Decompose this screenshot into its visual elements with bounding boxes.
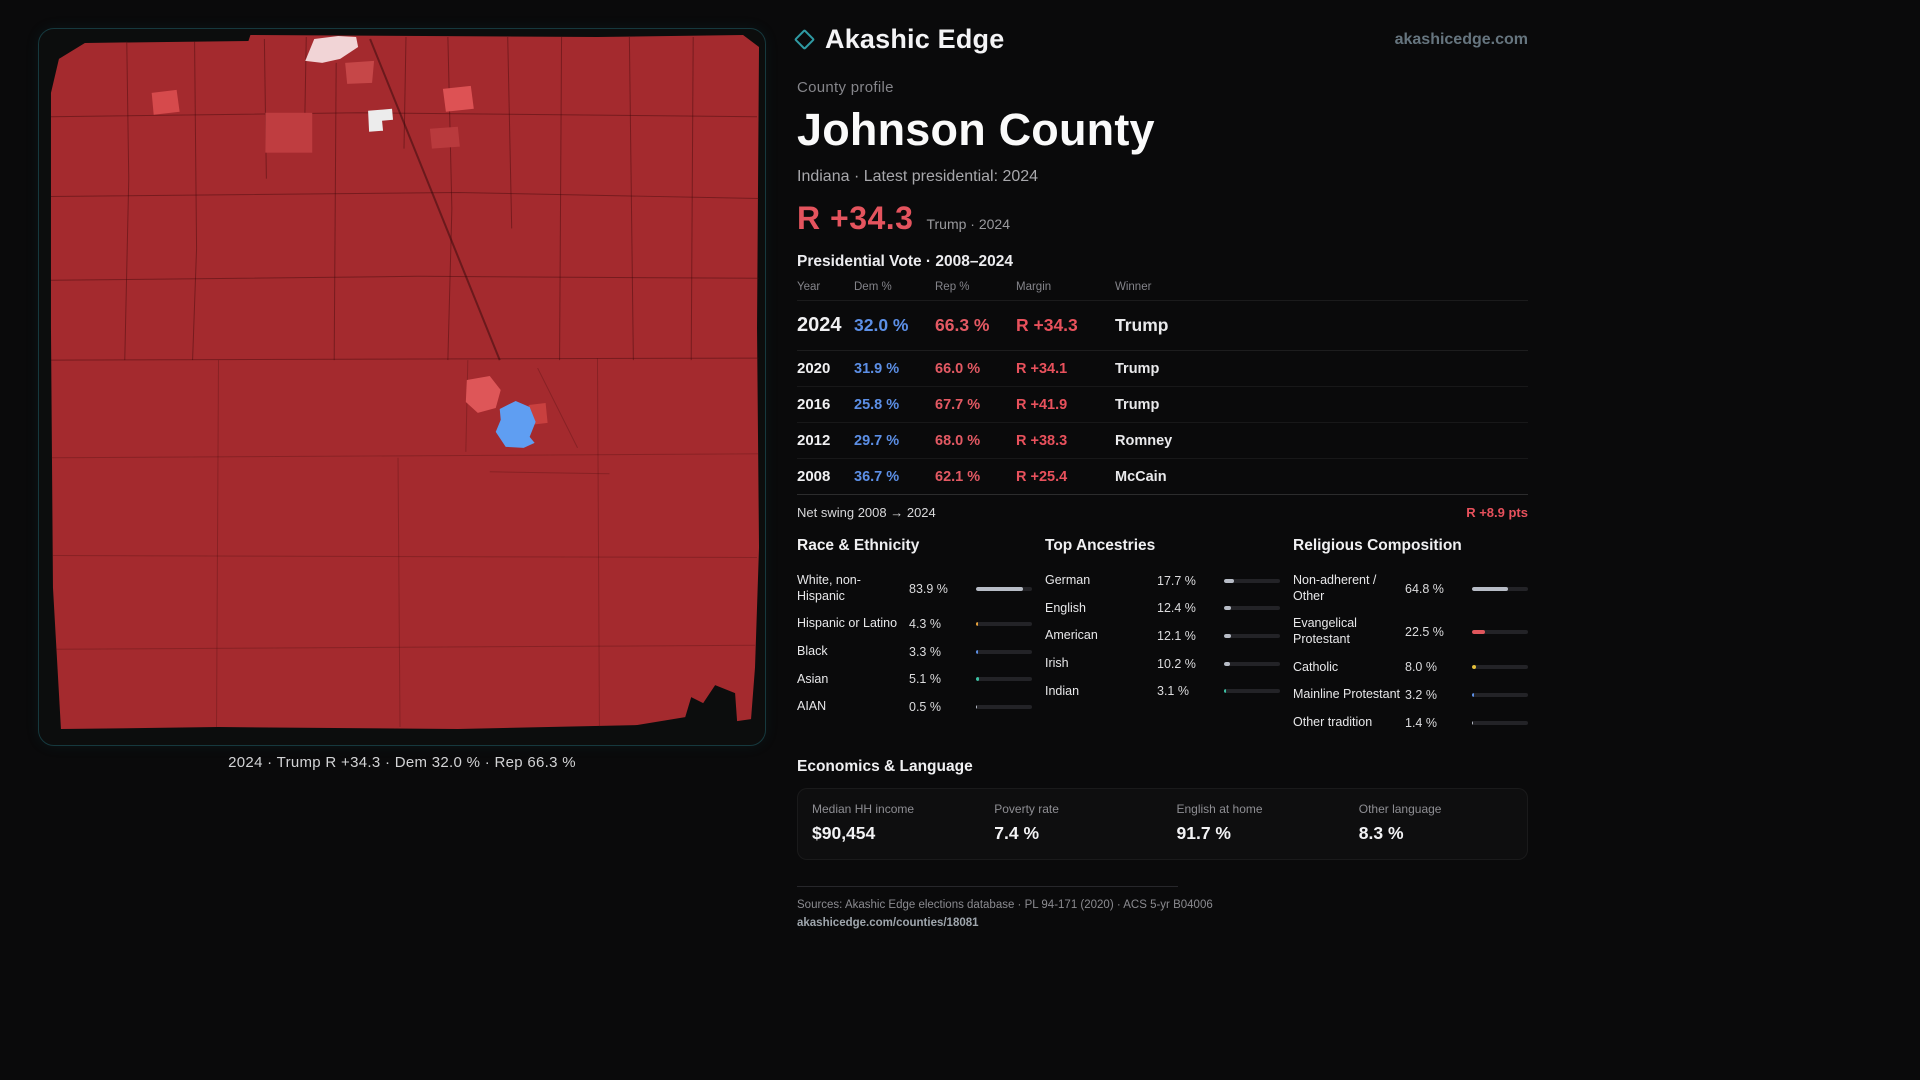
net-swing-value: R +8.9 pts [1466,505,1528,520]
demo-bar [976,704,1032,709]
county-profile-kicker: County profile [797,79,894,96]
col-dem: Dem % [854,281,892,293]
precinct-dem-blue [495,400,536,448]
county-precinct-map[interactable] [39,29,765,745]
top-ancestries-section: Top Ancestries German 17.7 % English 12.… [1045,537,1280,736]
col-margin: Margin [1016,281,1052,293]
demo-row: AIAN 0.5 % [797,693,1032,721]
stat-poverty-rate: Poverty rate 7.4 % [994,802,1059,844]
col-winner: Winner [1115,281,1152,293]
county-title: Johnson County [797,104,1155,155]
demo-bar [1224,606,1280,611]
precinct-red-c [151,89,180,115]
precinct-light-red-b [442,85,474,112]
precinct-white [368,108,394,132]
demo-row: Hispanic or Latino 4.3 % [797,610,1032,638]
economics-card: Median HH income $90,454 Poverty rate 7.… [797,788,1528,861]
headline-margin: R +34.3 [797,200,914,236]
demo-bar [976,649,1032,654]
footer-divider [797,886,1178,888]
demo-row: White, non-Hispanic 83.9 % [797,567,1032,610]
stat-english-at-home: English at home 91.7 % [1176,802,1263,844]
demo-bar [1224,661,1280,666]
map-panel [38,28,766,746]
net-swing-label: Net swing 2008 → 2024 [797,505,936,520]
akashic-edge-logo-icon [793,28,816,51]
demo-bar [1472,629,1528,634]
presidential-vote-table: Year Dem % Rep % Margin Winner 2024 32.0… [797,271,1528,529]
permalink-link[interactable]: akashicedge.com/counties/18081 [797,917,979,930]
demo-bar [1224,578,1280,583]
vote-row-2024: 2024 32.0 % 66.3 % R +34.3 Trump [797,301,1528,351]
precinct-red-e [429,126,460,149]
demo-row: Catholic 8.0 % [1293,654,1528,682]
demo-bar [976,677,1032,682]
religious-composition-section: Religious Composition Non-adherent / Oth… [1293,537,1528,736]
footer: Sources: Akashic Edge elections database… [797,886,1528,931]
net-swing-row: Net swing 2008 → 2024 R +8.9 pts [797,495,1528,529]
stat-other-language: Other language 8.3 % [1358,802,1442,844]
demo-bar [1472,692,1528,697]
demo-row: Asian 5.1 % [797,666,1032,694]
ancestry-title: Top Ancestries [1045,537,1156,554]
race-ethnicity-section: Race & Ethnicity White, non-Hispanic 83.… [797,537,1032,736]
demo-row: Evangelical Protestant 22.5 % [1293,610,1528,653]
demo-bar [1472,665,1528,670]
demo-bar [1472,720,1528,725]
header: Akashic Edge akashicedge.com [793,24,1528,55]
demo-row: English 12.4 % [1045,595,1280,623]
stat-median-income: Median HH income $90,454 [812,802,915,844]
vote-table-title: Presidential Vote · 2008–2024 [797,253,1013,270]
demo-row: German 17.7 % [1045,567,1280,595]
county-subtitle: Indiana · Latest presidential: 2024 [797,168,1039,185]
demo-bar [976,622,1032,627]
headline-margin-row: R +34.3 Trump · 2024 [797,200,1528,237]
site-link[interactable]: akashicedge.com [1394,30,1528,48]
demo-bar [1224,634,1280,639]
demo-bar [1472,586,1528,591]
road-corridor-line [369,38,501,361]
demo-row: Indian 3.1 % [1045,678,1280,706]
headline-margin-note: Trump · 2024 [926,216,1010,232]
brand-name: Akashic Edge [825,24,1005,54]
demo-bar [976,586,1032,591]
vote-row-2020: 2020 31.9 % 66.0 % R +34.1 Trump [797,351,1528,387]
precinct-light-red-a [345,60,375,84]
demo-bar [1224,689,1280,694]
county-shape [50,34,760,730]
demo-row: Mainline Protestant 3.2 % [1293,681,1528,709]
map-caption: 2024 · Trump R +34.3 · Dem 32.0 % · Rep … [228,754,576,771]
economics-title: Economics & Language [797,758,973,776]
demo-row: Other tradition 1.4 % [1293,709,1528,737]
col-rep: Rep % [935,281,970,293]
vote-table-header: Year Dem % Rep % Margin Winner [797,271,1528,301]
demo-row: Black 3.3 % [797,638,1032,666]
brand: Akashic Edge [793,24,1005,55]
vote-row-2016: 2016 25.8 % 67.7 % R +41.9 Trump [797,387,1528,423]
precinct-light-pink [305,35,359,63]
precinct-center-light [465,376,501,413]
demo-row: American 12.1 % [1045,622,1280,650]
profile-panel: Akashic Edge akashicedge.com County prof… [793,24,1528,931]
col-year: Year [797,281,821,293]
religion-title: Religious Composition [1293,537,1462,554]
vote-row-2008: 2008 36.7 % 62.1 % R +25.4 McCain [797,459,1528,495]
vote-row-2012: 2012 29.7 % 68.0 % R +38.3 Romney [797,423,1528,459]
demo-row: Irish 10.2 % [1045,650,1280,678]
race-title: Race & Ethnicity [797,537,920,554]
precinct-red-d [265,112,313,153]
demographics-section: Race & Ethnicity White, non-Hispanic 83.… [797,537,1528,736]
sources-text: Sources: Akashic Edge elections database… [797,899,1213,912]
demo-row: Non-adherent / Other 64.8 % [1293,567,1528,610]
